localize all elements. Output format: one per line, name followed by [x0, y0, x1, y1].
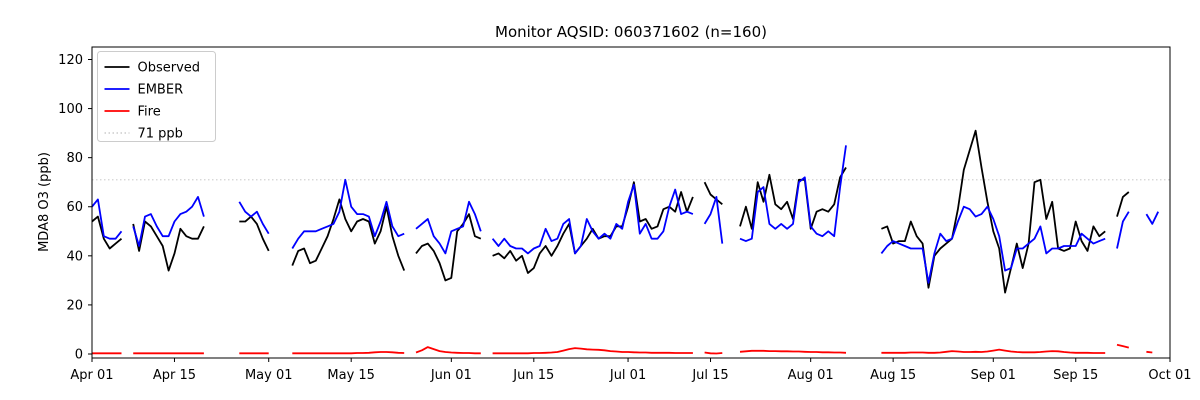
ember-series — [91, 145, 1160, 284]
x-tick-label: Jul 15 — [691, 368, 728, 383]
x-tick-label: Jun 15 — [512, 368, 554, 383]
observed-line-segment — [91, 215, 123, 250]
fire-line-segment — [739, 349, 847, 354]
legend-item-label: Fire — [138, 105, 161, 120]
ember-line-segment — [132, 196, 205, 247]
legend-item-label: 71 ppb — [138, 127, 183, 142]
x-tick-label: Aug 01 — [788, 368, 834, 383]
ember-line-segment — [91, 198, 123, 240]
x-tick-label: Apr 15 — [153, 368, 196, 383]
x-tick-label: Oct 01 — [1148, 368, 1191, 383]
observed-line-segment — [703, 181, 723, 205]
x-tick-label: Sep 01 — [971, 368, 1016, 383]
observed-line-segment — [239, 215, 270, 252]
y-tick-label: 40 — [66, 249, 83, 264]
fire-line-segment — [1146, 350, 1153, 354]
ember-line-segment — [291, 178, 405, 249]
ember-line-segment — [880, 205, 1106, 284]
x-tick-label: Jul 01 — [609, 368, 646, 383]
ember-line-segment — [703, 196, 724, 244]
ember-line-segment — [1145, 211, 1160, 225]
axes-layer: Apr 01 Apr 15 May 01 May 15 Jun 01 Jun 15 Jul … — [58, 46, 1192, 383]
legend-item-71-ppb: 71 ppb — [104, 127, 183, 142]
x-tick-label: May 15 — [327, 368, 375, 383]
y-tick-label: 20 — [66, 298, 83, 313]
fire-line-segment — [292, 351, 405, 355]
fire-series — [92, 343, 1153, 355]
ember-line-segment — [238, 201, 270, 235]
legend-box — [97, 51, 216, 142]
plot-border — [91, 46, 1171, 359]
y-tick-label: 0 — [75, 348, 83, 363]
y-tick-label: 60 — [66, 200, 83, 215]
observed-line-segment — [132, 220, 205, 272]
ember-line-segment — [739, 145, 847, 242]
series-layer — [91, 129, 1160, 355]
observed-series — [91, 129, 1130, 294]
ember-line-segment — [415, 200, 482, 255]
observed-line-segment — [291, 198, 406, 271]
ember-line-segment — [1116, 211, 1130, 249]
legend-item-label: Observed — [138, 61, 201, 76]
observed-line-segment — [415, 213, 482, 282]
x-tick-label: Sep 15 — [1053, 368, 1098, 383]
legend-item-label: EMBER — [138, 83, 184, 98]
observed-line-segment — [492, 181, 694, 274]
y-tick-label: 100 — [58, 102, 83, 117]
ember-line-segment — [491, 183, 694, 255]
legend: Observed EMBER Fire 71 ppb — [97, 51, 216, 142]
legend-item-observed: Observed — [104, 61, 201, 76]
observed-line-segment — [881, 129, 1106, 294]
legend-item-fire: Fire — [104, 105, 161, 120]
observed-line-segment — [1116, 191, 1130, 217]
chart-title: Monitor AQSID: 060371602 (n=160) — [495, 23, 767, 41]
x-tick-label: Aug 15 — [870, 368, 916, 383]
fire-line-segment — [1116, 343, 1130, 349]
fire-line-segment — [704, 351, 723, 355]
x-tick-label: Jun 01 — [430, 368, 472, 383]
fire-line-segment — [881, 348, 1106, 354]
y-tick-label: 120 — [58, 53, 83, 68]
legend-item-ember: EMBER — [104, 83, 184, 98]
y-tick-label: 80 — [66, 151, 83, 166]
fire-line-segment — [415, 346, 481, 355]
fire-line-segment — [492, 347, 693, 355]
x-tick-label: May 01 — [245, 368, 293, 383]
x-tick-label: Apr 01 — [70, 368, 113, 383]
y-axis-label: MDA8 O3 (ppb) — [37, 152, 52, 252]
